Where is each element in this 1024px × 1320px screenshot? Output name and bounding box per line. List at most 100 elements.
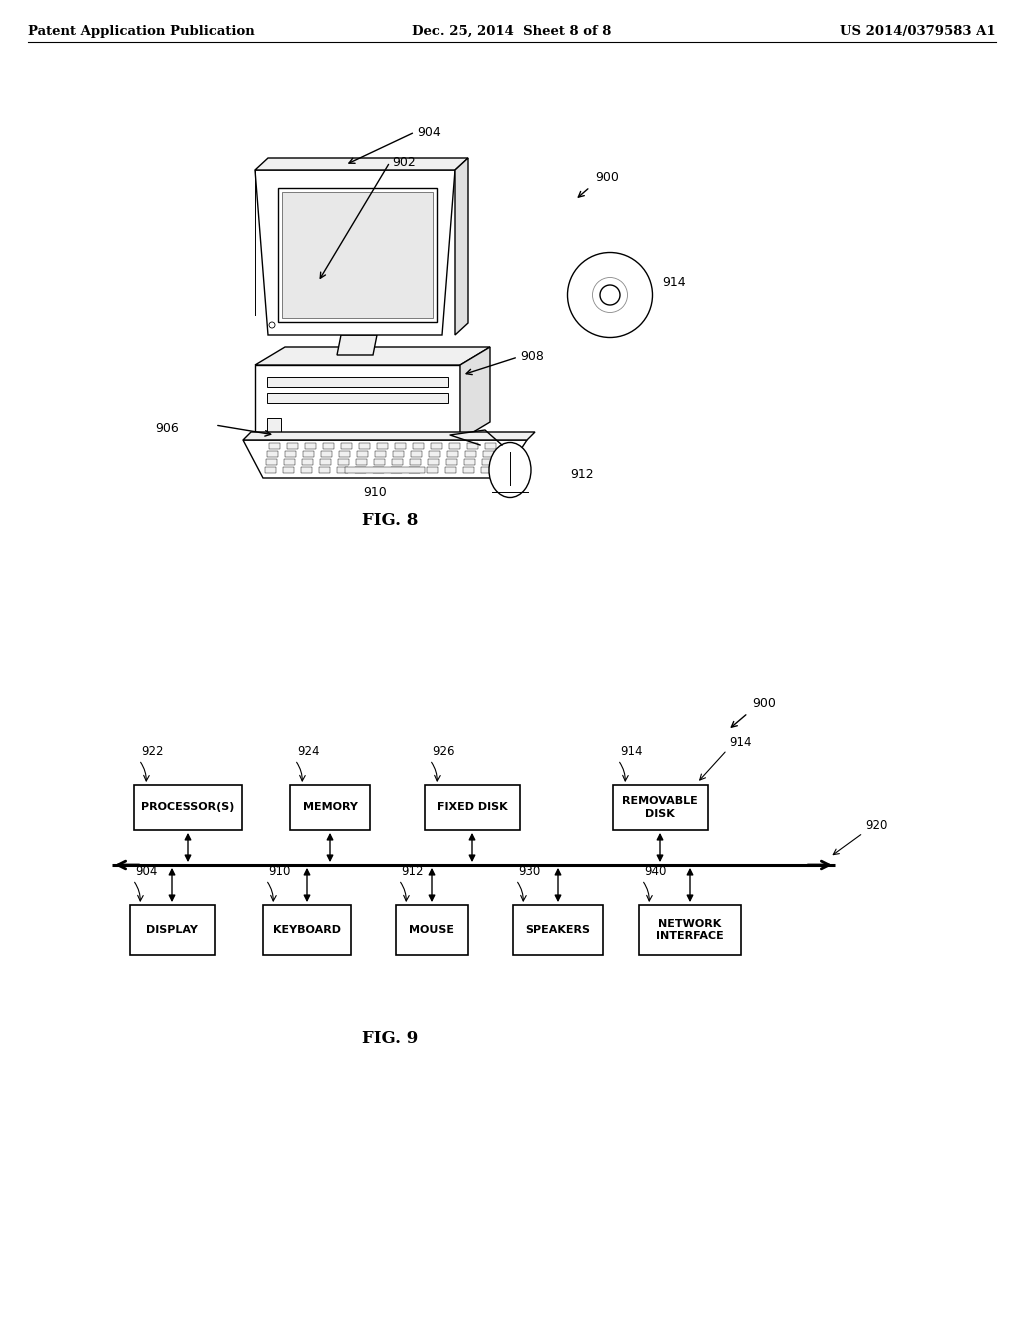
FancyBboxPatch shape xyxy=(483,451,495,457)
FancyBboxPatch shape xyxy=(376,451,386,457)
FancyBboxPatch shape xyxy=(374,459,385,465)
Text: NETWORK
INTERFACE: NETWORK INTERFACE xyxy=(656,919,724,941)
FancyBboxPatch shape xyxy=(286,451,296,457)
FancyBboxPatch shape xyxy=(319,467,330,473)
FancyBboxPatch shape xyxy=(341,444,351,449)
FancyBboxPatch shape xyxy=(323,444,334,449)
FancyBboxPatch shape xyxy=(290,785,370,830)
FancyBboxPatch shape xyxy=(356,459,368,465)
Text: SPEAKERS: SPEAKERS xyxy=(525,925,591,935)
FancyBboxPatch shape xyxy=(287,444,298,449)
FancyBboxPatch shape xyxy=(345,467,425,473)
Polygon shape xyxy=(255,158,468,170)
Polygon shape xyxy=(460,347,490,440)
FancyBboxPatch shape xyxy=(282,191,433,318)
FancyBboxPatch shape xyxy=(412,451,422,457)
FancyBboxPatch shape xyxy=(267,378,449,387)
Polygon shape xyxy=(255,170,455,335)
FancyBboxPatch shape xyxy=(134,785,242,830)
FancyBboxPatch shape xyxy=(446,459,457,465)
Text: MEMORY: MEMORY xyxy=(302,803,357,813)
Text: 912: 912 xyxy=(401,865,424,878)
FancyBboxPatch shape xyxy=(337,467,348,473)
Text: 904: 904 xyxy=(135,865,158,878)
Text: FIG. 9: FIG. 9 xyxy=(361,1030,418,1047)
Text: 900: 900 xyxy=(752,697,776,710)
Text: 924: 924 xyxy=(297,744,319,758)
FancyBboxPatch shape xyxy=(427,467,438,473)
FancyBboxPatch shape xyxy=(303,451,314,457)
FancyBboxPatch shape xyxy=(481,467,492,473)
FancyBboxPatch shape xyxy=(513,906,603,954)
FancyBboxPatch shape xyxy=(263,906,351,954)
FancyBboxPatch shape xyxy=(268,444,280,449)
FancyBboxPatch shape xyxy=(358,444,370,449)
Text: FIXED DISK: FIXED DISK xyxy=(436,803,507,813)
FancyBboxPatch shape xyxy=(321,459,331,465)
FancyBboxPatch shape xyxy=(130,906,215,954)
Text: Patent Application Publication: Patent Application Publication xyxy=(28,25,255,38)
Text: 914: 914 xyxy=(662,276,686,289)
FancyBboxPatch shape xyxy=(391,467,402,473)
Text: MOUSE: MOUSE xyxy=(410,925,455,935)
Text: Dec. 25, 2014  Sheet 8 of 8: Dec. 25, 2014 Sheet 8 of 8 xyxy=(413,25,611,38)
FancyBboxPatch shape xyxy=(377,444,388,449)
FancyBboxPatch shape xyxy=(392,459,403,465)
Polygon shape xyxy=(243,440,527,478)
FancyBboxPatch shape xyxy=(425,785,520,830)
FancyBboxPatch shape xyxy=(449,444,460,449)
Ellipse shape xyxy=(489,442,531,498)
Text: 910: 910 xyxy=(364,486,387,499)
Ellipse shape xyxy=(600,285,620,305)
FancyBboxPatch shape xyxy=(267,418,281,432)
Text: 904: 904 xyxy=(417,125,440,139)
FancyBboxPatch shape xyxy=(304,444,315,449)
Polygon shape xyxy=(455,158,468,335)
FancyBboxPatch shape xyxy=(484,444,496,449)
Polygon shape xyxy=(255,347,490,366)
FancyBboxPatch shape xyxy=(465,451,476,457)
FancyBboxPatch shape xyxy=(445,467,456,473)
FancyBboxPatch shape xyxy=(338,459,349,465)
FancyBboxPatch shape xyxy=(482,459,494,465)
FancyBboxPatch shape xyxy=(267,451,279,457)
Text: 940: 940 xyxy=(644,865,667,878)
FancyBboxPatch shape xyxy=(467,444,477,449)
FancyBboxPatch shape xyxy=(464,459,475,465)
FancyBboxPatch shape xyxy=(428,459,439,465)
Text: DISPLAY: DISPLAY xyxy=(146,925,198,935)
Text: 930: 930 xyxy=(518,865,541,878)
Text: 902: 902 xyxy=(392,156,416,169)
FancyBboxPatch shape xyxy=(463,467,474,473)
Text: REMOVABLE
DISK: REMOVABLE DISK xyxy=(623,796,698,818)
Text: 914: 914 xyxy=(729,737,752,748)
FancyBboxPatch shape xyxy=(265,467,276,473)
Text: 908: 908 xyxy=(520,351,544,363)
FancyBboxPatch shape xyxy=(394,444,406,449)
FancyBboxPatch shape xyxy=(393,451,404,457)
FancyBboxPatch shape xyxy=(339,451,350,457)
Text: FIG. 8: FIG. 8 xyxy=(361,512,418,529)
Text: 900: 900 xyxy=(595,172,618,183)
Text: KEYBOARD: KEYBOARD xyxy=(273,925,341,935)
Text: 914: 914 xyxy=(620,744,642,758)
FancyBboxPatch shape xyxy=(285,459,295,465)
FancyBboxPatch shape xyxy=(283,467,294,473)
FancyBboxPatch shape xyxy=(447,451,459,457)
Text: 906: 906 xyxy=(155,421,179,434)
FancyBboxPatch shape xyxy=(357,451,369,457)
Text: PROCESSOR(S): PROCESSOR(S) xyxy=(141,803,234,813)
Polygon shape xyxy=(337,335,377,355)
FancyBboxPatch shape xyxy=(373,467,384,473)
FancyBboxPatch shape xyxy=(255,366,460,440)
Ellipse shape xyxy=(567,252,652,338)
Text: 910: 910 xyxy=(268,865,291,878)
FancyBboxPatch shape xyxy=(411,459,421,465)
FancyBboxPatch shape xyxy=(396,906,468,954)
FancyBboxPatch shape xyxy=(639,906,741,954)
Text: 912: 912 xyxy=(570,469,594,482)
Text: 922: 922 xyxy=(141,744,164,758)
FancyBboxPatch shape xyxy=(355,467,366,473)
FancyBboxPatch shape xyxy=(429,451,440,457)
FancyBboxPatch shape xyxy=(322,451,333,457)
